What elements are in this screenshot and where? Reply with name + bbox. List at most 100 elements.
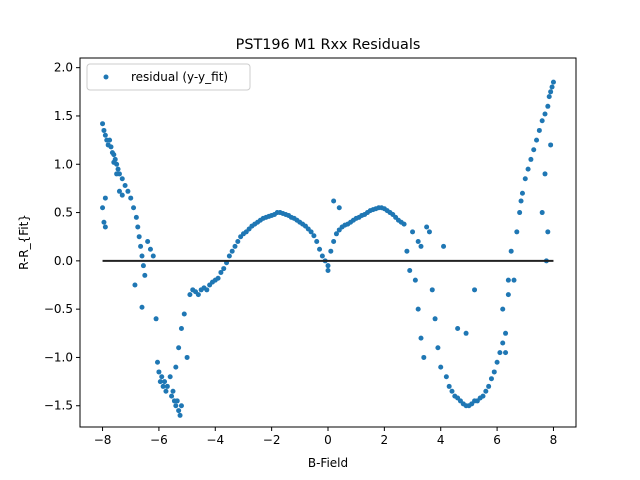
data-point (539, 118, 545, 124)
data-point (184, 354, 190, 360)
data-point (407, 268, 413, 274)
data-point (415, 306, 421, 312)
data-point (119, 176, 125, 182)
data-point (174, 398, 180, 404)
data-point (218, 269, 224, 275)
data-point (412, 277, 418, 283)
data-point (325, 263, 331, 269)
x-tick-label: −4 (206, 433, 224, 447)
data-point (111, 159, 117, 165)
data-point (503, 330, 509, 336)
data-point (432, 316, 438, 322)
data-point (102, 132, 108, 138)
legend: residual (y-y_fit) (86, 63, 251, 91)
x-tick-label: 0 (324, 433, 332, 447)
data-point (111, 152, 117, 158)
legend-marker (103, 74, 109, 80)
data-point (131, 205, 137, 211)
x-tick-label: 6 (493, 433, 501, 447)
data-point (536, 127, 542, 133)
x-tick-label: −8 (94, 433, 112, 447)
x-axis-label: B-Field (308, 456, 348, 470)
data-point (132, 282, 138, 288)
data-point (539, 210, 545, 216)
data-point (415, 239, 421, 245)
x-tick-label: −6 (150, 433, 168, 447)
data-point (169, 393, 175, 399)
data-point (404, 248, 410, 254)
data-point (114, 171, 120, 177)
data-point (155, 359, 160, 365)
data-point (525, 166, 531, 172)
data-point (491, 369, 497, 375)
data-point (328, 248, 334, 254)
legend-box (86, 63, 251, 91)
data-point (173, 364, 179, 370)
y-tick-label: −1.5 (44, 399, 73, 413)
data-point (446, 383, 452, 389)
data-point (170, 388, 176, 394)
data-point (463, 330, 469, 336)
y-tick-label: 0.5 (54, 206, 73, 220)
data-point (472, 287, 478, 293)
data-point (122, 183, 128, 189)
data-point (204, 287, 210, 293)
data-point (136, 234, 142, 240)
y-tick-label: 2.0 (54, 61, 73, 75)
data-point (549, 84, 555, 90)
data-point (159, 374, 165, 380)
data-point (107, 137, 113, 143)
data-point (101, 219, 107, 225)
data-point (140, 263, 146, 269)
data-point (429, 287, 435, 293)
data-point (424, 224, 430, 230)
data-point (483, 388, 489, 394)
data-point (176, 408, 182, 414)
data-point (336, 205, 342, 211)
data-point (331, 198, 337, 204)
data-point (519, 190, 525, 196)
data-point (550, 79, 556, 85)
x-tick-label: −2 (263, 433, 281, 447)
legend-label: residual (y-y_fit) (131, 70, 228, 84)
data-point (221, 266, 227, 272)
data-point (119, 192, 125, 198)
data-point (178, 403, 184, 409)
x-tick-label: 4 (437, 433, 445, 447)
data-point (497, 350, 503, 356)
data-point (135, 224, 141, 230)
scatter-series (100, 79, 556, 418)
data-point (333, 231, 339, 237)
data-point (542, 171, 548, 177)
data-point (101, 127, 107, 133)
data-point (542, 111, 548, 117)
data-point (167, 374, 173, 380)
data-point (187, 292, 193, 298)
data-point (410, 229, 416, 235)
data-point (435, 345, 441, 351)
data-point (426, 229, 432, 235)
data-point (545, 229, 551, 235)
data-point (480, 393, 486, 399)
data-point (145, 239, 151, 245)
chart-title: PST196 M1 Rxx Residuals (236, 37, 421, 53)
data-point (102, 195, 108, 201)
data-point (178, 325, 184, 331)
data-point (548, 89, 554, 95)
data-point (142, 272, 148, 278)
data-point (331, 239, 337, 245)
data-point (139, 304, 145, 310)
data-point (308, 229, 314, 235)
data-point (441, 243, 447, 249)
data-point (319, 253, 325, 259)
data-point (438, 364, 444, 370)
data-point (115, 166, 121, 172)
data-point (133, 214, 139, 220)
data-point (418, 243, 424, 249)
data-point (508, 248, 514, 254)
data-point (100, 205, 106, 211)
data-point (138, 243, 144, 249)
data-point (215, 275, 221, 281)
x-tick-label: 2 (381, 433, 389, 447)
data-point (164, 383, 170, 389)
